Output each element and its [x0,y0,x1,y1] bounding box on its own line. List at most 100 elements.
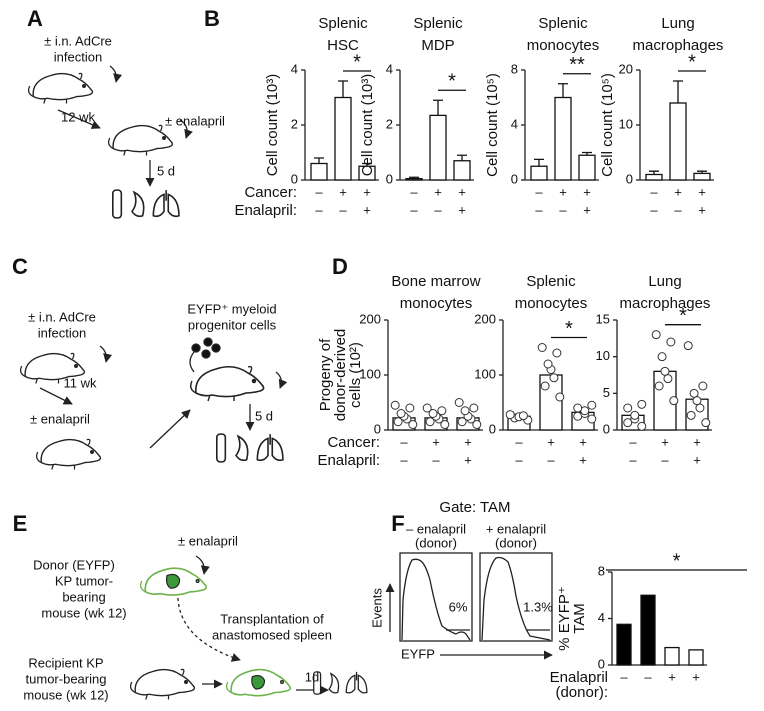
error-bar [534,158,544,167]
panel-letter: E [13,511,28,536]
condition: + [674,184,682,199]
label: 12 wk [61,109,95,124]
organs [111,189,180,219]
y-tick-label: 15 [596,311,610,326]
data-point [657,352,667,362]
condition: – [650,202,658,217]
significance: * [679,305,687,327]
data-point [454,398,464,407]
error-bar [697,170,707,174]
chart-title: Splenic [526,273,576,290]
y-tick-label: 200 [359,311,381,326]
bar [578,154,596,181]
y-axis-label: TAM [571,603,588,634]
bar [640,594,656,666]
y-tick-label: 10 [619,116,633,131]
chart-title: Splenic [538,15,588,32]
data-point [390,400,400,410]
bar [664,646,680,666]
chart-title: Lung [661,15,694,32]
condition: – [547,452,555,467]
data-point [695,403,705,413]
significance: * [673,550,681,572]
bar [616,623,632,666]
condition: – [315,184,323,199]
error-bar [409,176,419,179]
condition: + [339,184,347,199]
chart-title: Splenic [413,15,463,32]
condition: + [583,184,591,199]
condition: + [692,669,700,684]
chart-title: monocytes [515,295,588,312]
y-tick-label: 0 [489,421,496,436]
data-point [701,418,711,428]
data-point [437,406,447,416]
bar [669,102,687,181]
flow-box [479,552,553,642]
condition: + [698,202,706,217]
condition: – [559,202,567,217]
data-point [425,417,435,427]
condition: + [464,452,472,467]
label: 11 wk [64,375,97,390]
condition: – [644,669,652,684]
data-point [669,396,679,406]
y-tick-label: 5 [603,385,610,400]
condition: + [363,184,371,199]
label: 5 d [255,408,273,423]
condition: + [458,202,466,217]
data-point [393,417,403,427]
data-point [666,337,676,347]
label: + enalapril [486,521,546,536]
y-axis-label: Cell count (10³) [264,74,281,177]
data-point [686,410,696,420]
y-tick-label: 0 [374,421,381,436]
significance: * [688,51,696,73]
label: – enalapril [406,521,466,536]
y-tick-label: 4 [511,116,518,131]
chart-title: Splenic [318,15,368,32]
condition: + [583,202,591,217]
y-tick-label: 0 [603,421,610,436]
row-label: Cancer: [244,184,297,201]
y-axis-label: % EYFP⁺ [556,586,573,651]
label: Events [369,588,384,628]
bar [554,96,572,181]
label: infection [38,325,86,340]
data-point [623,403,633,413]
data-point [460,406,470,416]
mouse [190,365,265,402]
bar [310,162,328,181]
condition: + [464,434,472,449]
data-point [408,420,418,429]
error-bar [673,80,683,103]
condition: + [693,452,701,467]
data-point [552,348,562,358]
data-point [660,366,670,376]
label: 5 d [157,163,175,178]
mouse [28,72,94,105]
significance: * [565,318,573,340]
label: (donor) [495,535,537,550]
y-axis-label: Cell count (10⁵) [484,73,501,177]
row-label: Enalapril [550,669,608,686]
condition: – [674,202,682,217]
row-label: Enalapril: [317,452,380,469]
bar [530,165,548,181]
chart-title: Bone marrow [391,273,480,290]
condition: – [400,452,408,467]
error-bar [558,83,568,98]
data-point [537,343,547,352]
condition: – [432,452,440,467]
histogram [481,556,551,641]
significance: * [448,71,456,93]
y-tick-label: 0 [626,171,633,186]
y-axis-label: donor-derived [332,329,349,422]
data-point [698,381,708,391]
data-point [692,396,702,406]
panel-letter: F [391,511,404,536]
chart-title: Lung [648,273,681,290]
data-point [396,409,406,418]
panel-letter: A [27,6,43,31]
flow-box [399,552,473,642]
